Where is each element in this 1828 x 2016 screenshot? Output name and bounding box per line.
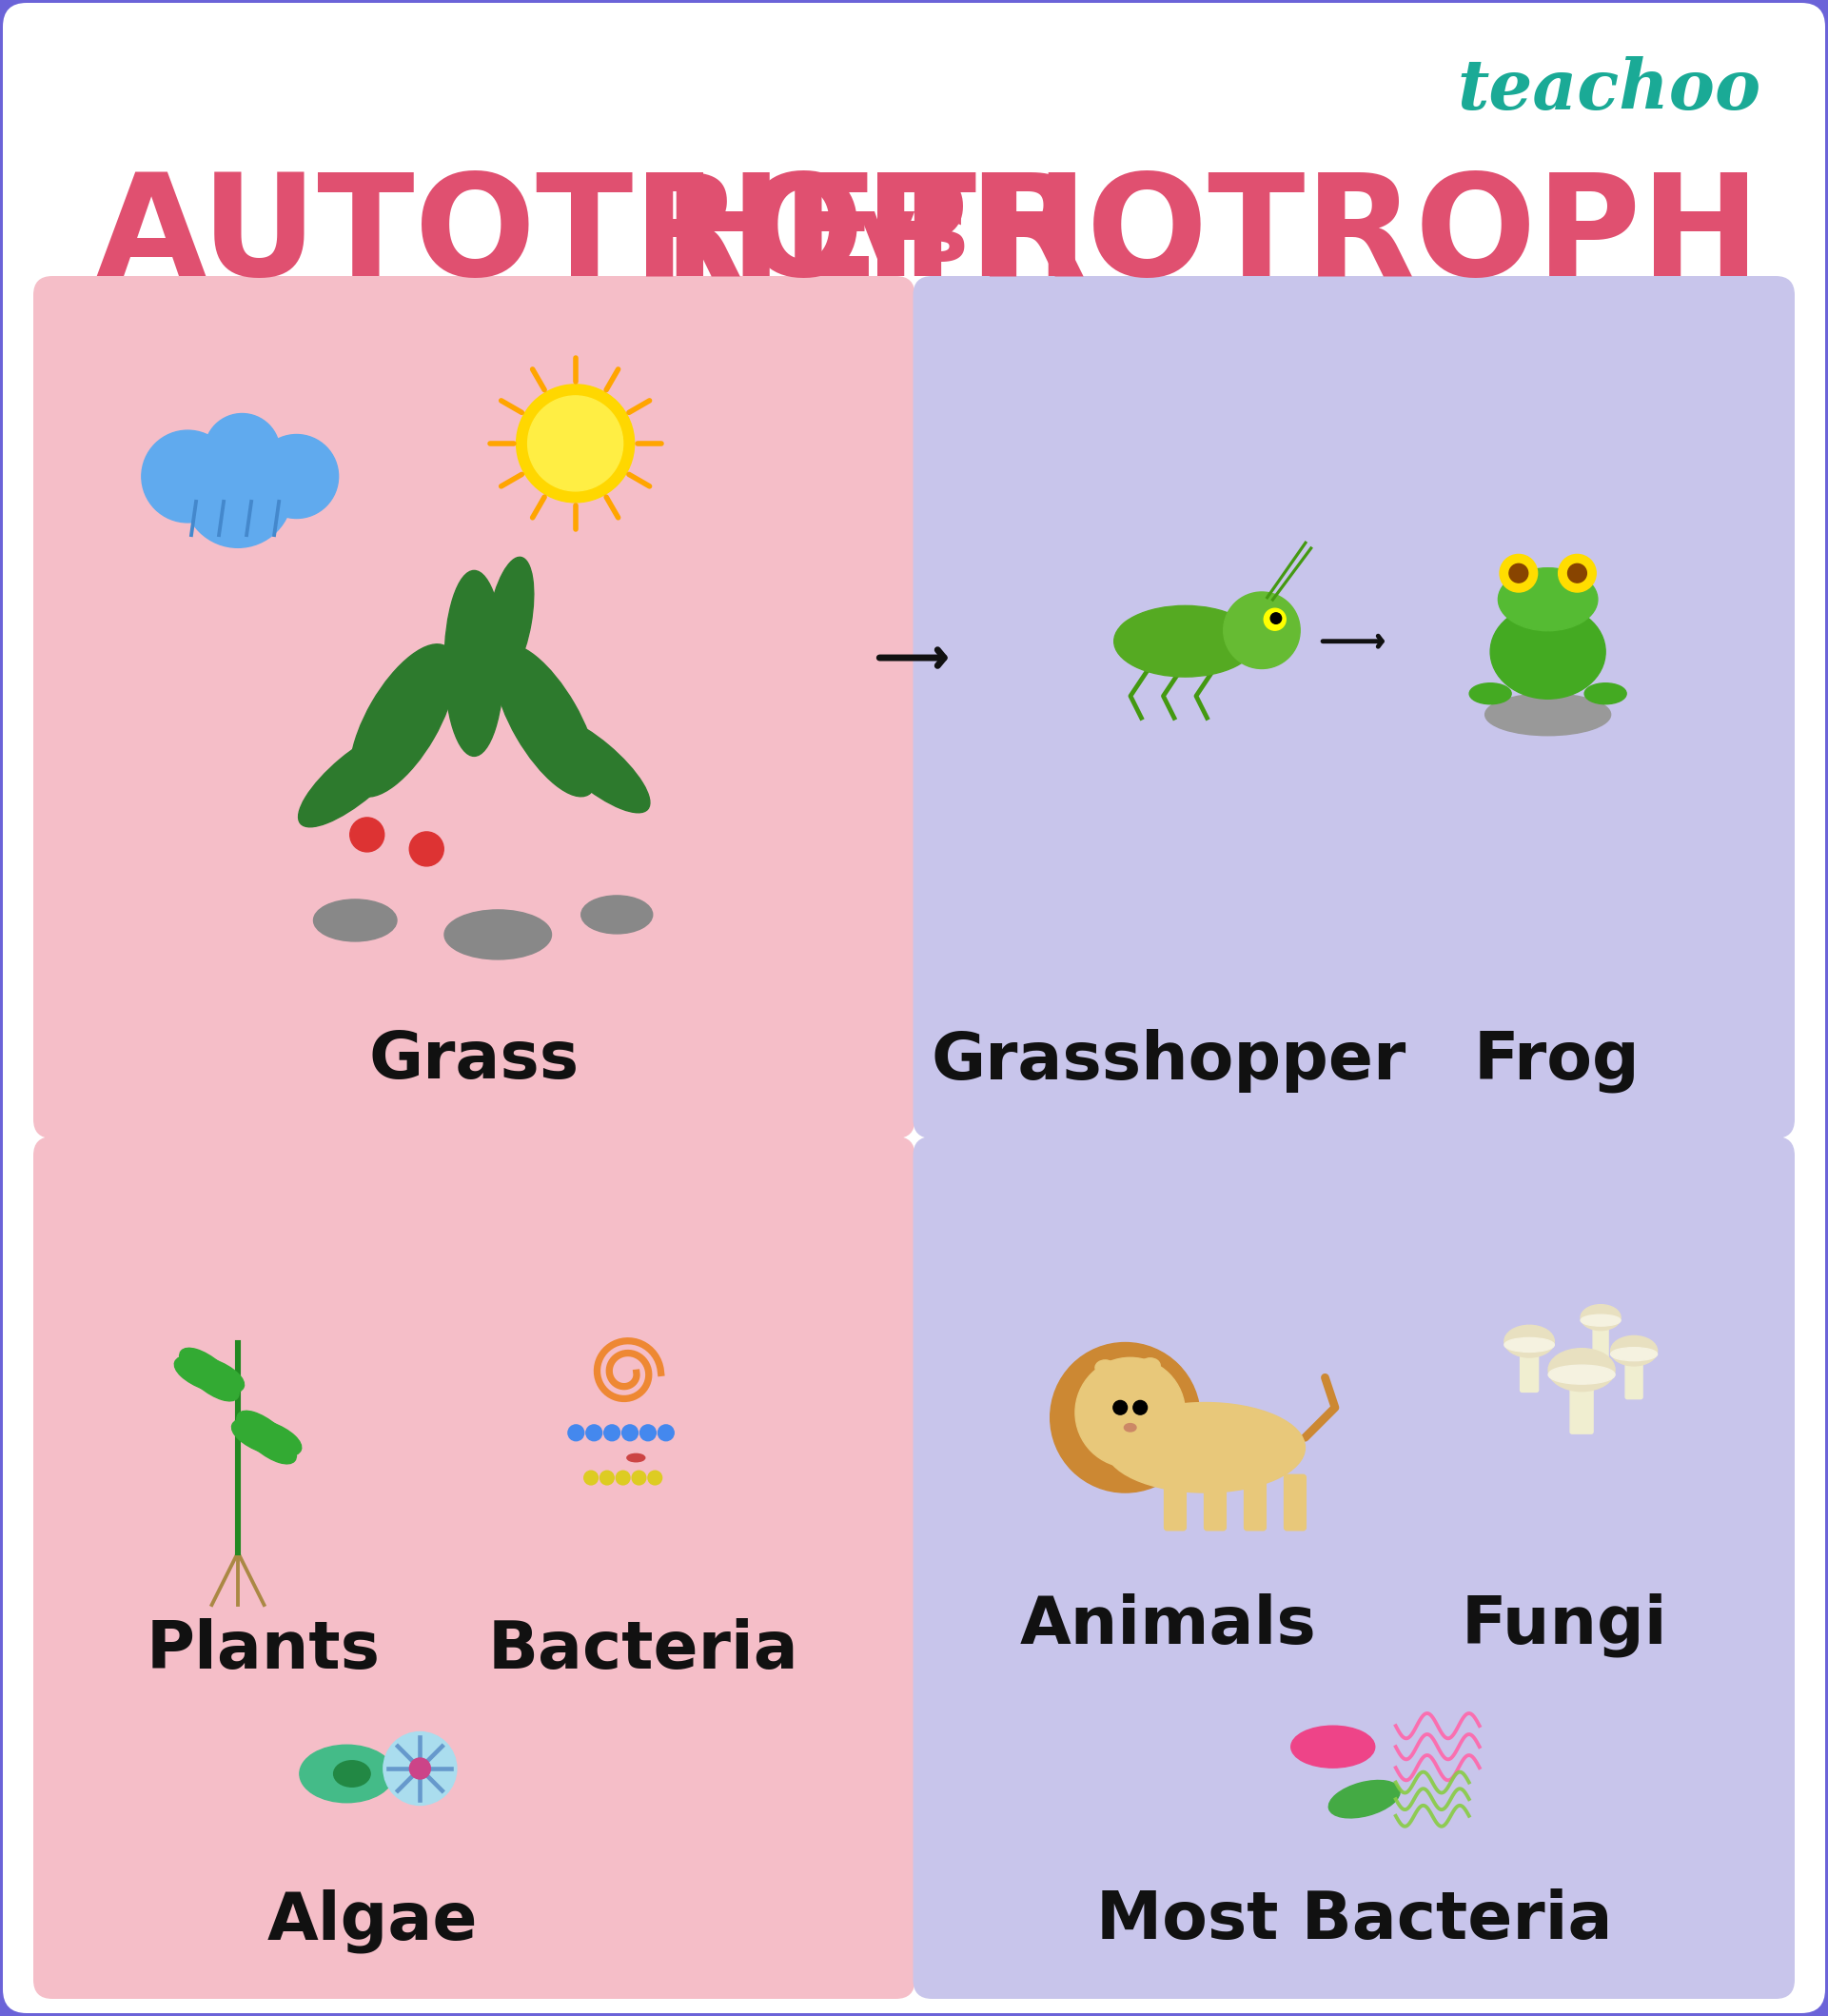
Ellipse shape bbox=[238, 1411, 296, 1464]
Circle shape bbox=[141, 429, 234, 522]
Text: Frog: Frog bbox=[1473, 1028, 1640, 1093]
Ellipse shape bbox=[174, 1355, 245, 1393]
Circle shape bbox=[658, 1425, 675, 1441]
Circle shape bbox=[1270, 613, 1281, 623]
Circle shape bbox=[583, 1472, 598, 1484]
Circle shape bbox=[1113, 1401, 1128, 1415]
FancyBboxPatch shape bbox=[1592, 1325, 1609, 1361]
FancyBboxPatch shape bbox=[912, 1137, 1795, 2000]
Ellipse shape bbox=[1113, 605, 1256, 677]
FancyBboxPatch shape bbox=[912, 276, 1795, 1139]
Text: Bacteria: Bacteria bbox=[488, 1619, 799, 1681]
Text: Grasshopper: Grasshopper bbox=[930, 1028, 1406, 1093]
Circle shape bbox=[640, 1425, 656, 1441]
Ellipse shape bbox=[1585, 683, 1627, 704]
Text: vs: vs bbox=[857, 192, 969, 280]
Ellipse shape bbox=[581, 895, 653, 933]
Circle shape bbox=[1133, 1401, 1148, 1415]
Circle shape bbox=[622, 1425, 638, 1441]
Ellipse shape bbox=[1581, 1304, 1621, 1331]
Ellipse shape bbox=[1581, 1314, 1621, 1327]
FancyBboxPatch shape bbox=[1570, 1377, 1592, 1433]
Ellipse shape bbox=[1504, 1325, 1554, 1357]
Circle shape bbox=[515, 385, 634, 502]
Ellipse shape bbox=[1548, 1365, 1614, 1385]
Circle shape bbox=[600, 1472, 614, 1484]
Circle shape bbox=[616, 1472, 631, 1484]
FancyBboxPatch shape bbox=[33, 1137, 916, 2000]
Ellipse shape bbox=[1610, 1347, 1658, 1361]
Ellipse shape bbox=[1504, 1339, 1554, 1353]
Circle shape bbox=[1263, 609, 1285, 631]
FancyBboxPatch shape bbox=[4, 2, 1824, 2014]
Ellipse shape bbox=[1610, 1337, 1658, 1365]
Circle shape bbox=[183, 439, 292, 548]
Text: Animals: Animals bbox=[1020, 1593, 1316, 1657]
Ellipse shape bbox=[1499, 569, 1598, 631]
Ellipse shape bbox=[444, 571, 505, 756]
Text: AUTOTROPH: AUTOTROPH bbox=[95, 167, 1088, 304]
Ellipse shape bbox=[536, 714, 649, 812]
Ellipse shape bbox=[1470, 683, 1512, 704]
FancyBboxPatch shape bbox=[1245, 1474, 1267, 1530]
Text: Plants: Plants bbox=[146, 1619, 380, 1681]
Circle shape bbox=[1499, 554, 1537, 593]
Ellipse shape bbox=[314, 899, 397, 941]
Circle shape bbox=[1557, 554, 1596, 593]
Circle shape bbox=[1510, 564, 1528, 583]
Text: Most Bacteria: Most Bacteria bbox=[1095, 1889, 1612, 1954]
Ellipse shape bbox=[1291, 1726, 1375, 1768]
Circle shape bbox=[384, 1732, 457, 1804]
Ellipse shape bbox=[1095, 1361, 1115, 1375]
Circle shape bbox=[409, 1758, 430, 1778]
Ellipse shape bbox=[300, 1746, 393, 1802]
Circle shape bbox=[254, 435, 338, 518]
Text: Fungi: Fungi bbox=[1462, 1593, 1667, 1657]
FancyBboxPatch shape bbox=[1205, 1474, 1227, 1530]
FancyBboxPatch shape bbox=[1521, 1349, 1539, 1391]
Circle shape bbox=[647, 1472, 662, 1484]
Circle shape bbox=[1075, 1357, 1185, 1468]
Ellipse shape bbox=[1106, 1403, 1305, 1492]
Ellipse shape bbox=[298, 728, 411, 827]
Circle shape bbox=[1223, 593, 1300, 669]
Ellipse shape bbox=[1141, 1359, 1161, 1373]
Circle shape bbox=[409, 833, 444, 867]
Ellipse shape bbox=[179, 1349, 239, 1401]
Ellipse shape bbox=[1548, 1349, 1614, 1391]
Ellipse shape bbox=[1124, 1423, 1137, 1431]
Ellipse shape bbox=[1490, 605, 1605, 700]
FancyBboxPatch shape bbox=[1625, 1359, 1643, 1399]
Text: Grass: Grass bbox=[369, 1028, 579, 1093]
Text: HETROTROPH: HETROTROPH bbox=[662, 167, 1760, 304]
Text: teachoo: teachoo bbox=[1457, 56, 1762, 125]
Ellipse shape bbox=[1119, 611, 1228, 649]
Circle shape bbox=[632, 1472, 645, 1484]
Ellipse shape bbox=[1329, 1780, 1400, 1818]
Ellipse shape bbox=[335, 1760, 371, 1786]
Ellipse shape bbox=[232, 1417, 302, 1458]
Ellipse shape bbox=[486, 556, 534, 683]
Circle shape bbox=[587, 1425, 601, 1441]
Ellipse shape bbox=[494, 645, 598, 796]
Circle shape bbox=[205, 413, 280, 490]
Circle shape bbox=[1568, 564, 1587, 583]
FancyBboxPatch shape bbox=[33, 276, 916, 1139]
Text: Algae: Algae bbox=[267, 1889, 479, 1954]
Ellipse shape bbox=[627, 1454, 645, 1462]
Ellipse shape bbox=[444, 909, 552, 960]
Circle shape bbox=[569, 1425, 583, 1441]
Ellipse shape bbox=[1484, 694, 1610, 736]
Ellipse shape bbox=[349, 645, 455, 796]
FancyBboxPatch shape bbox=[1164, 1474, 1186, 1530]
Circle shape bbox=[603, 1425, 620, 1441]
Circle shape bbox=[349, 818, 384, 853]
Circle shape bbox=[1051, 1343, 1201, 1492]
FancyBboxPatch shape bbox=[1285, 1474, 1305, 1530]
Circle shape bbox=[528, 395, 623, 492]
